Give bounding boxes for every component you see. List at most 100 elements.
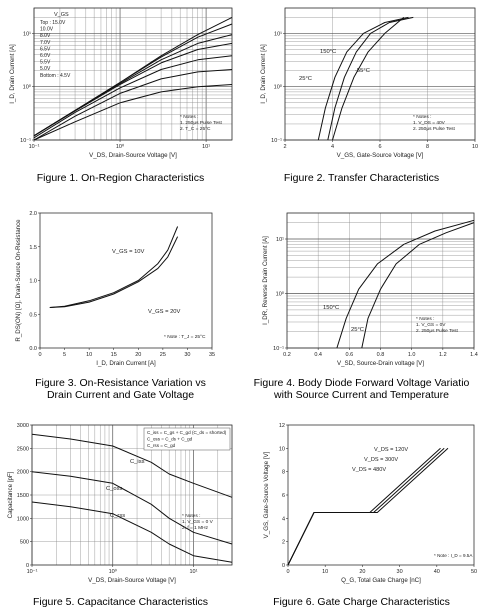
legend-entry: 7.0V [40, 40, 51, 46]
figure-2-panel: 2 4 6 8 10 10⁻¹ 10⁰ 10¹ V_GS, Gate-Source Voltag… [241, 0, 482, 205]
figure-caption: Figure 5. Capacitance Characteristics [0, 596, 241, 608]
y-tick-label: 10⁻¹ [271, 138, 282, 144]
y-tick-label: 1.5 [29, 245, 37, 251]
caption-text: Figure 1. On-Region Characteristics [36, 172, 205, 184]
x-tick-label: 6 [378, 144, 381, 150]
series-line [49, 226, 179, 308]
legend-entry: 6.0V [40, 53, 51, 59]
chart-svg: 0 10 20 30 40 50 0 2 4 6 8 10 12 Q_G, Total Gate Char… [263, 423, 477, 584]
x-tick-label: 1.4 [470, 352, 478, 358]
x-tick-label: 15 [111, 352, 117, 358]
note-text: 1. V_GS = 0V [416, 322, 446, 328]
y-axis-title: I_DR, Reverse Drain Current [A] [262, 236, 269, 325]
series-line [361, 222, 475, 349]
figure-caption: Figure 3. On-Resistance Variation vs Dra… [0, 377, 241, 401]
y-tick-label: 10¹ [274, 31, 282, 37]
figure-caption: Figure 1. On-Region Characteristics [0, 172, 241, 184]
note-text: * Notes : [180, 114, 198, 120]
caption-line-2: with Source Current and Temperature [274, 389, 449, 401]
x-axis-title: V_GS, Gate-Source Voltage [V] [337, 152, 424, 159]
y-axis-title: R_DS(ON) [Ω], Drain-Source On-Resistance [15, 219, 22, 342]
y-tick-label: 10⁻¹ [20, 138, 31, 144]
legend-box [143, 427, 231, 451]
y-tick-label: 10⁰ [23, 84, 32, 91]
x-tick-label: 0.6 [346, 352, 354, 358]
x-axis-title: I_D, Drain Current [A] [96, 360, 156, 367]
y-tick-label: 10¹ [23, 31, 31, 37]
y-tick-label: 2 [282, 540, 285, 546]
series-group [33, 16, 233, 141]
x-tick-label: 10⁰ [109, 568, 118, 575]
plot-frame [33, 7, 233, 141]
figure-caption: Figure 4. Body Diode Forward Voltage Var… [241, 377, 482, 401]
series-line [317, 16, 409, 141]
note-text: 2. 250μs Pulse Test [416, 328, 459, 334]
figure-1-panel: 10⁻¹ 10⁰ 10¹ 10⁻¹ 10⁰ 10¹ V_DS, Drain-Source V… [0, 0, 241, 205]
note-text: 2. 250μs Pulse Test [413, 126, 456, 132]
curve-label: 150°C [320, 49, 336, 55]
legend-entry: 8.0V [40, 33, 51, 39]
curve-label: 25°C [299, 76, 312, 82]
y-tick-label: 12 [279, 423, 285, 429]
series-group [49, 226, 179, 308]
x-tick-label: 10¹ [190, 569, 198, 575]
curve-label: 150°C [323, 305, 339, 311]
legend-entry: 5.5V [40, 60, 51, 66]
series-line [287, 447, 441, 566]
y-tick-label: 10 [279, 446, 285, 452]
note-text: * Notes : [416, 316, 434, 322]
caption-line-1: Figure 3. On-Resistance Variation vs [35, 377, 206, 389]
caption-text: Figure 6. Gate Charge Characteristics [273, 596, 450, 608]
curve-label: V_DS = 300V [364, 457, 398, 463]
figure-4-panel: 0.2 0.4 0.6 0.8 1.0 1.2 1.4 10⁻¹ 10⁰ 10¹ V_SD, Sou… [241, 205, 482, 410]
chart-svg: 10⁻¹ 10⁰ 10¹ 0 500 1000 1500 2000 2500 3000 V_DS, … [7, 423, 233, 584]
x-tick-label: 10⁰ [116, 143, 125, 150]
x-tick-label: 10⁻¹ [29, 144, 40, 150]
legend-entry: 5.0V [40, 66, 51, 72]
x-axis-title: V_DS, Drain-Source Voltage [V] [88, 577, 176, 584]
x-tick-label: 10 [86, 352, 92, 358]
y-tick-label: 2.0 [29, 211, 37, 217]
y-tick-label: 8 [282, 470, 285, 476]
x-tick-label: 25 [160, 352, 166, 358]
x-axis-title: V_SD, Source-Drain voltage [V] [337, 360, 424, 367]
series-group [336, 219, 475, 349]
legend-entry: 6.5V [40, 46, 51, 52]
x-tick-label: 40 [434, 569, 440, 575]
y-axis-title: V_GS, Gate-Source Voltage [V] [263, 451, 270, 538]
caption-text: Figure 5. Capacitance Characteristics [32, 596, 209, 608]
y-tick-label: 500 [20, 540, 29, 546]
curve-label: 25°C [351, 327, 364, 333]
y-tick-label: 10⁰ [276, 291, 285, 298]
y-tick-label: 6 [282, 493, 285, 499]
y-tick-label: 10⁰ [274, 84, 283, 91]
x-tick-label: 30 [397, 569, 403, 575]
figure-6-panel: 0 10 20 30 40 50 0 2 4 6 8 10 12 Q_G, Total Gate Char… [241, 410, 482, 614]
series-line [49, 236, 179, 308]
y-tick-label: 2000 [17, 470, 29, 476]
plot-frame [39, 212, 213, 349]
x-tick-label: 20 [359, 569, 365, 575]
chart-svg: 10⁻¹ 10⁰ 10¹ 10⁻¹ 10⁰ 10¹ V_DS, Drain-Source V… [9, 7, 233, 159]
legend-entry: C_rss = C_gd [147, 443, 176, 448]
series-group [317, 16, 414, 141]
x-tick-label: 10¹ [202, 144, 210, 150]
note-text: * Note : I_D = 9.5A [434, 553, 473, 558]
note-text: * Notes : [413, 114, 431, 120]
figure-3-panel: 0 5 10 15 20 25 30 35 0.0 0.5 1.0 1.5 2.0 I_D, Drain … [0, 205, 241, 410]
x-tick-label: 10 [472, 144, 478, 150]
figure-caption: Figure 6. Gate Charge Characteristics [241, 596, 482, 608]
series-line [31, 433, 233, 498]
x-tick-label: 35 [209, 352, 215, 358]
chart-svg: 2 4 6 8 10 10⁻¹ 10⁰ 10¹ V_GS, Gate-Source Voltag… [260, 7, 478, 159]
curve-label: V_DS = 120V [374, 447, 408, 453]
y-tick-label: 0 [26, 563, 29, 569]
x-tick-label: 0.2 [283, 352, 291, 358]
note-text: 2. T_C = 25°C [180, 126, 211, 132]
chart-svg: 0 5 10 15 20 25 30 35 0.0 0.5 1.0 1.5 2.0 I_D, Drain … [15, 211, 215, 367]
x-axis-title: Q_G, Total Gate Charge [nC] [341, 577, 421, 584]
curve-label: C_iss [130, 459, 145, 465]
series-line [287, 447, 449, 566]
series-line [33, 69, 233, 141]
